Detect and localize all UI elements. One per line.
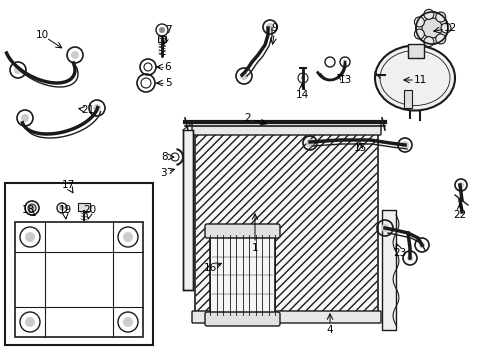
Bar [78,203,90,211]
Circle shape [457,182,463,188]
Bar [195,128,377,318]
Bar [183,130,193,290]
Circle shape [301,76,305,80]
Circle shape [400,141,408,149]
Bar [381,210,395,330]
Circle shape [240,72,247,80]
Text: 2: 2 [244,113,251,123]
Text: 7: 7 [164,25,171,35]
FancyBboxPatch shape [204,312,280,326]
Text: 11: 11 [412,75,426,85]
Circle shape [418,242,424,248]
Circle shape [421,18,441,38]
FancyBboxPatch shape [204,224,280,238]
Text: 4: 4 [326,325,333,335]
Circle shape [413,29,424,39]
Text: 1: 1 [251,243,258,253]
Circle shape [440,23,450,33]
Bar [403,90,411,108]
Circle shape [406,255,412,261]
Text: 9: 9 [271,23,278,33]
Text: 13: 13 [338,75,351,85]
Text: 21: 21 [81,105,95,115]
Circle shape [30,206,34,210]
Text: 10: 10 [35,30,48,40]
Text: 5: 5 [164,78,171,88]
Text: 19: 19 [58,205,71,215]
Circle shape [71,51,79,59]
Bar [5,183,153,345]
Circle shape [60,206,64,210]
Bar [407,44,423,58]
FancyBboxPatch shape [192,123,380,135]
Circle shape [423,9,433,19]
Text: 6: 6 [164,62,171,72]
Text: 3: 3 [160,168,166,178]
Circle shape [380,224,388,232]
Circle shape [25,317,35,327]
Circle shape [93,104,101,112]
Circle shape [413,17,424,27]
Ellipse shape [374,45,454,111]
Circle shape [423,37,433,47]
Circle shape [14,66,22,74]
Text: 17: 17 [61,180,75,190]
Circle shape [435,12,445,22]
Text: 18: 18 [21,205,35,215]
Circle shape [159,27,164,33]
Text: 15: 15 [353,143,366,153]
Text: 14: 14 [295,90,308,100]
Circle shape [265,23,273,31]
FancyBboxPatch shape [192,311,380,323]
Text: 16: 16 [203,263,216,273]
Circle shape [435,34,445,44]
Circle shape [123,317,133,327]
Circle shape [123,232,133,242]
Text: 22: 22 [452,210,466,220]
Circle shape [25,232,35,242]
Bar [209,230,274,320]
Circle shape [21,114,29,122]
Text: 23: 23 [392,248,406,258]
Text: 20: 20 [83,205,96,215]
Bar [15,222,142,337]
Bar [196,129,376,317]
Circle shape [305,139,313,147]
Text: 12: 12 [443,23,456,33]
Text: 8: 8 [162,152,168,162]
Bar [158,36,165,42]
